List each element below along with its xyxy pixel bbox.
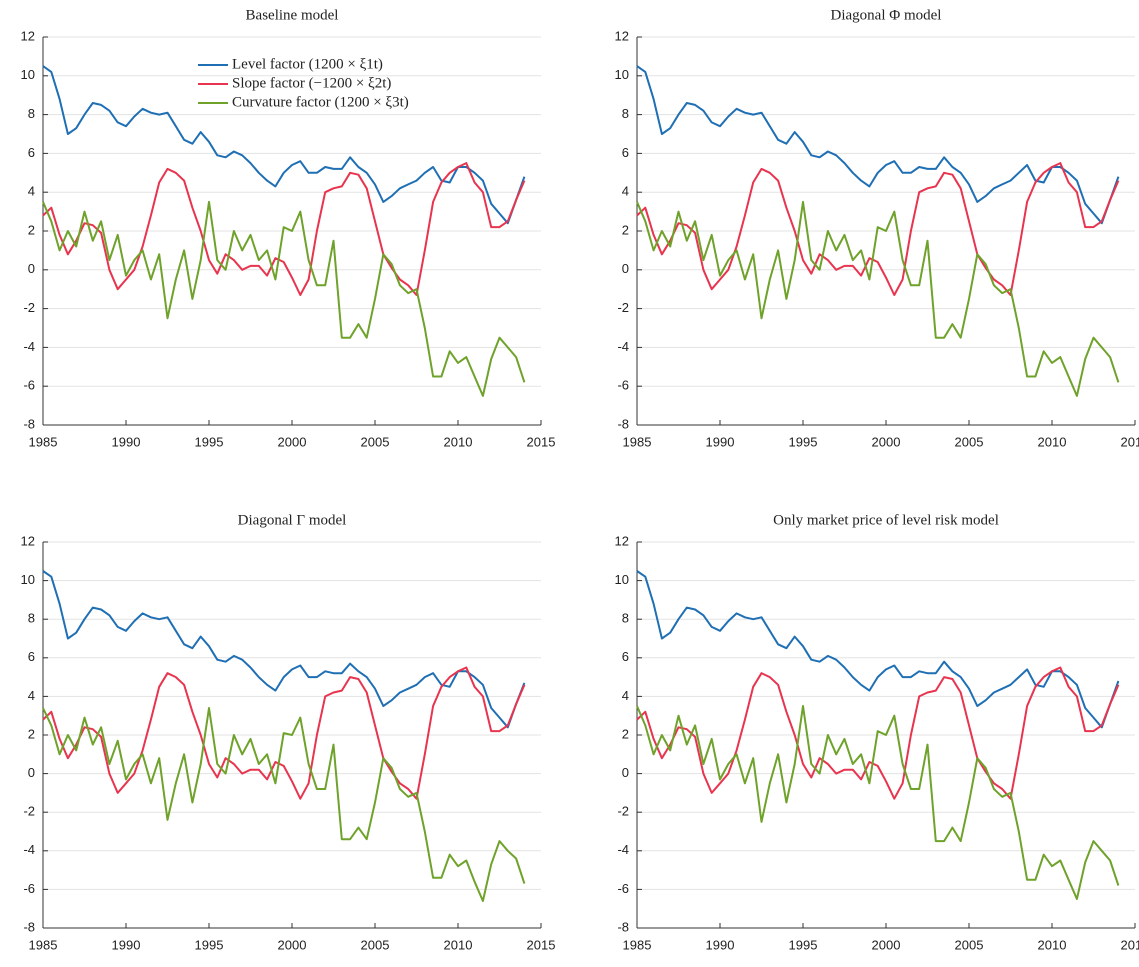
chart-title: Only market price of level risk model bbox=[773, 512, 999, 528]
y-tick-label: 8 bbox=[28, 106, 35, 121]
y-tick-label: 10 bbox=[615, 572, 629, 587]
y-tick-label: 12 bbox=[615, 533, 629, 548]
y-tick-label: -6 bbox=[23, 378, 35, 393]
y-tick-label: -2 bbox=[23, 804, 35, 819]
y-tick-label: 10 bbox=[615, 67, 629, 82]
y-tick-label: -6 bbox=[23, 881, 35, 896]
x-tick-label: 2015 bbox=[527, 434, 556, 449]
y-tick-label: 12 bbox=[21, 533, 35, 548]
series-line bbox=[42, 707, 526, 902]
y-tick-label: 12 bbox=[21, 28, 35, 43]
x-tick-label: 1985 bbox=[623, 937, 652, 952]
x-tick-label: 2010 bbox=[444, 434, 473, 449]
x-tick-label: 1990 bbox=[706, 937, 735, 952]
x-tick-label: 2015 bbox=[1121, 937, 1139, 952]
series-line bbox=[636, 65, 1120, 225]
x-tick-label: 1985 bbox=[29, 434, 58, 449]
x-tick-label: 1995 bbox=[789, 434, 818, 449]
y-tick-label: -8 bbox=[23, 416, 35, 431]
y-tick-label: -2 bbox=[617, 300, 629, 315]
series-line bbox=[42, 65, 526, 225]
series-line bbox=[636, 705, 1120, 900]
x-tick-label: 2015 bbox=[1121, 434, 1139, 449]
x-tick-label: 2000 bbox=[278, 937, 307, 952]
y-tick-label: 8 bbox=[622, 611, 629, 626]
y-tick-label: 2 bbox=[28, 222, 35, 237]
series-line bbox=[636, 162, 1120, 296]
y-tick-label: -6 bbox=[617, 881, 629, 896]
y-tick-label: 2 bbox=[622, 726, 629, 741]
x-tick-label: 2000 bbox=[872, 434, 901, 449]
series-line bbox=[42, 200, 526, 397]
x-tick-label: 1990 bbox=[112, 434, 141, 449]
x-tick-label: 1995 bbox=[789, 937, 818, 952]
series-line bbox=[42, 570, 526, 729]
y-tick-label: 8 bbox=[622, 106, 629, 121]
y-tick-label: 12 bbox=[615, 28, 629, 43]
y-tick-label: 4 bbox=[28, 688, 35, 703]
x-tick-label: 2010 bbox=[444, 937, 473, 952]
y-tick-label: 10 bbox=[21, 67, 35, 82]
legend-label: Level factor (1200 × ξ1t) bbox=[232, 56, 383, 72]
y-tick-label: -6 bbox=[617, 378, 629, 393]
y-tick-label: 0 bbox=[28, 765, 35, 780]
y-tick-label: -8 bbox=[617, 919, 629, 934]
y-tick-label: -4 bbox=[617, 842, 629, 857]
y-tick-label: 2 bbox=[28, 726, 35, 741]
x-tick-label: 2010 bbox=[1038, 937, 1067, 952]
y-tick-label: 6 bbox=[622, 649, 629, 664]
series-line bbox=[42, 666, 526, 800]
y-tick-label: -2 bbox=[617, 804, 629, 819]
x-tick-label: 2005 bbox=[955, 434, 984, 449]
y-tick-label: 4 bbox=[622, 184, 629, 199]
y-tick-label: -8 bbox=[617, 416, 629, 431]
y-tick-label: -4 bbox=[23, 339, 35, 354]
x-tick-label: 2005 bbox=[361, 937, 390, 952]
chart-title: Diagonal Φ model bbox=[831, 7, 942, 23]
x-tick-label: 1995 bbox=[195, 937, 224, 952]
x-tick-label: 1985 bbox=[623, 434, 652, 449]
y-tick-label: 0 bbox=[622, 261, 629, 276]
series-line bbox=[42, 162, 526, 296]
legend-label: Curvature factor (1200 × ξ3t) bbox=[232, 94, 409, 110]
y-tick-label: 6 bbox=[28, 145, 35, 160]
x-tick-label: 2010 bbox=[1038, 434, 1067, 449]
series-line bbox=[636, 570, 1120, 729]
series-line bbox=[636, 666, 1120, 800]
y-tick-label: 6 bbox=[622, 145, 629, 160]
x-tick-label: 2005 bbox=[361, 434, 390, 449]
y-tick-label: -8 bbox=[23, 919, 35, 934]
x-tick-label: 1990 bbox=[112, 937, 141, 952]
x-tick-label: 1990 bbox=[706, 434, 735, 449]
legend-label: Slope factor (−1200 × ξ2t) bbox=[232, 75, 391, 91]
y-tick-label: 4 bbox=[622, 688, 629, 703]
y-tick-label: 8 bbox=[28, 611, 35, 626]
y-tick-label: 10 bbox=[21, 572, 35, 587]
x-tick-label: 2000 bbox=[872, 937, 901, 952]
y-tick-label: 0 bbox=[622, 765, 629, 780]
y-tick-label: 4 bbox=[28, 184, 35, 199]
y-tick-label: -4 bbox=[23, 842, 35, 857]
chart-title: Baseline model bbox=[246, 7, 339, 23]
y-tick-label: 0 bbox=[28, 261, 35, 276]
x-tick-label: 1985 bbox=[29, 937, 58, 952]
y-tick-label: -4 bbox=[617, 339, 629, 354]
y-tick-label: 2 bbox=[622, 222, 629, 237]
x-tick-label: 2005 bbox=[955, 937, 984, 952]
y-tick-label: 6 bbox=[28, 649, 35, 664]
x-tick-label: 2000 bbox=[278, 434, 307, 449]
chart-title: Diagonal Γ model bbox=[238, 512, 347, 528]
y-tick-label: -2 bbox=[23, 300, 35, 315]
x-tick-label: 1995 bbox=[195, 434, 224, 449]
series-line bbox=[636, 200, 1120, 397]
x-tick-label: 2015 bbox=[527, 937, 556, 952]
